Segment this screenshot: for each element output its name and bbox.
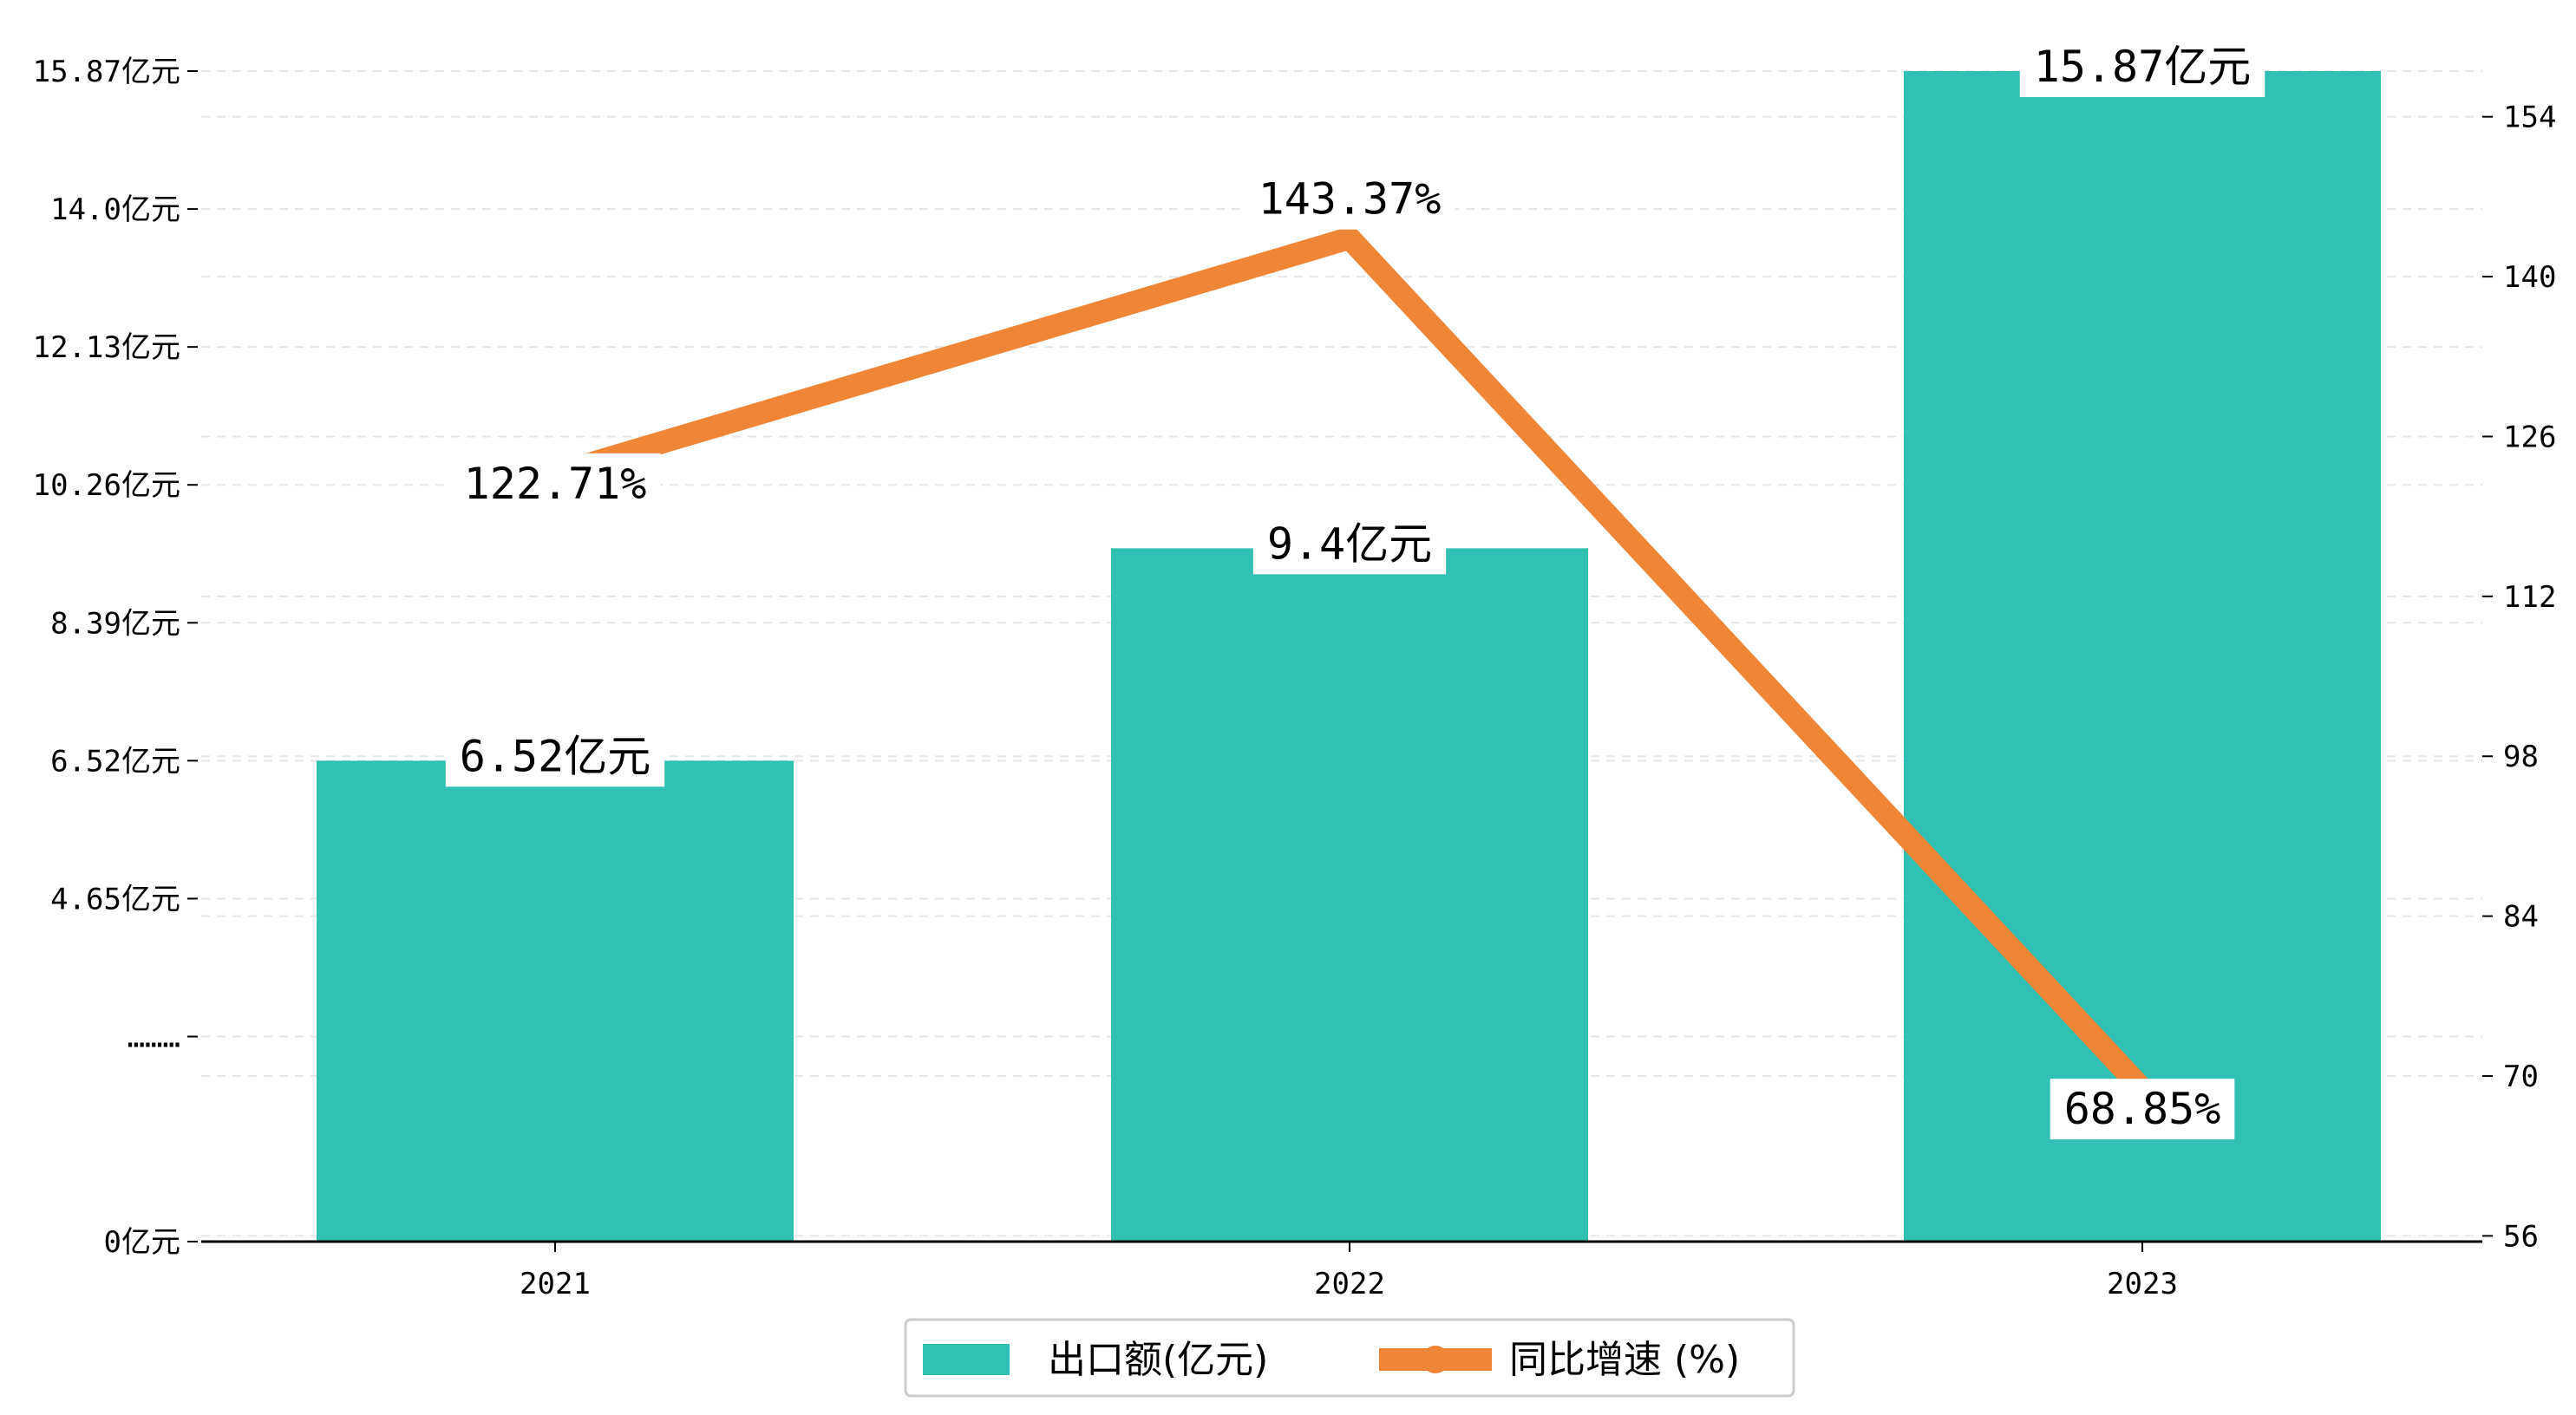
bar-value-label-2021-group: 6.52亿元	[445, 726, 665, 787]
bar-value-label-2021: 6.52亿元	[460, 731, 651, 781]
left-y-tick-label: 10.26亿元	[33, 468, 180, 503]
bar-value-label-2023: 15.87亿元	[2034, 42, 2252, 92]
bar-value-label-2023-group: 15.87亿元	[2019, 36, 2265, 97]
bar-value-label-2022-group: 9.4亿元	[1252, 513, 1447, 575]
left-y-tick-label: 8.39亿元	[50, 606, 180, 641]
legend: 出口额(亿元) 同比增速 (%)	[904, 1318, 1795, 1398]
legend-label-growth: 同比增速 (%)	[1509, 1338, 1740, 1382]
legend-group: 出口额(亿元) 同比增速 (%)	[904, 1318, 1795, 1398]
bar-series	[317, 71, 2381, 1242]
left-y-tick-label: 4.65亿元	[50, 882, 180, 916]
left-y-tick-label: 15.87亿元	[33, 55, 180, 89]
bar-value-label-2022: 9.4亿元	[1267, 518, 1432, 569]
left-y-tick-label: 14.0亿元	[50, 192, 180, 227]
bar-2021	[317, 760, 794, 1242]
x-tick-label: 2023	[2107, 1267, 2178, 1301]
right-y-tick-label: 98	[2503, 740, 2539, 774]
x-tick-label: 2021	[520, 1267, 591, 1301]
legend-swatch-marker	[1422, 1346, 1449, 1373]
growth-value-label-2023-background	[2050, 1079, 2235, 1140]
bar-value-label-2022-background	[1252, 513, 1447, 575]
x-tick-label: 2022	[1314, 1267, 1385, 1301]
right-y-tick-label: 84	[2503, 900, 2539, 935]
bar-value-label-2023-background	[2019, 36, 2265, 97]
left-y-tick-label: 6.52亿元	[50, 744, 180, 779]
bar-2023	[1904, 71, 2381, 1242]
data-labels: 6.52亿元 9.4亿元 15.87亿元 122.71% 143.37% 68.85%	[445, 36, 2265, 1140]
growth-value-label-2022-background	[1244, 168, 1455, 230]
growth-value-label-2023-group: 68.85%	[2050, 1079, 2235, 1140]
growth-value-label-2021-group: 122.71%	[449, 453, 661, 514]
growth-value-label-2023: 68.85%	[2064, 1084, 2221, 1134]
left-y-tick-label: 0亿元	[104, 1225, 180, 1260]
growth-point-2022	[1338, 226, 1361, 250]
right-y-tick-label: 70	[2503, 1060, 2539, 1094]
bar-2022	[1111, 548, 1588, 1242]
legend-frame	[904, 1318, 1795, 1398]
bar-value-label-2021-background	[445, 726, 665, 787]
left-y-tick-label: ………	[127, 1020, 180, 1055]
growth-value-label-2021: 122.71%	[464, 459, 647, 509]
right-y-tick-label: 112	[2503, 580, 2556, 615]
axes: 2021 2022 2023 0亿元 ……… 4.65亿元 6.52亿元 8.39亿元 10.2…	[33, 55, 2557, 1301]
growth-value-label-2022-group: 143.37%	[1244, 168, 1455, 230]
right-y-tick-label: 126	[2503, 420, 2556, 454]
right-y-tick-label: 154	[2503, 101, 2556, 135]
right-y-tick-label: 140	[2503, 260, 2556, 295]
right-y-tick-label: 56	[2503, 1219, 2539, 1254]
legend-swatch-bar	[923, 1344, 1010, 1375]
legend-label-exports: 出口额(亿元)	[1048, 1338, 1268, 1382]
growth-value-label-2022: 143.37%	[1259, 174, 1442, 225]
growth-value-label-2021-background	[449, 453, 661, 514]
left-y-tick-label: 12.13亿元	[33, 330, 180, 365]
